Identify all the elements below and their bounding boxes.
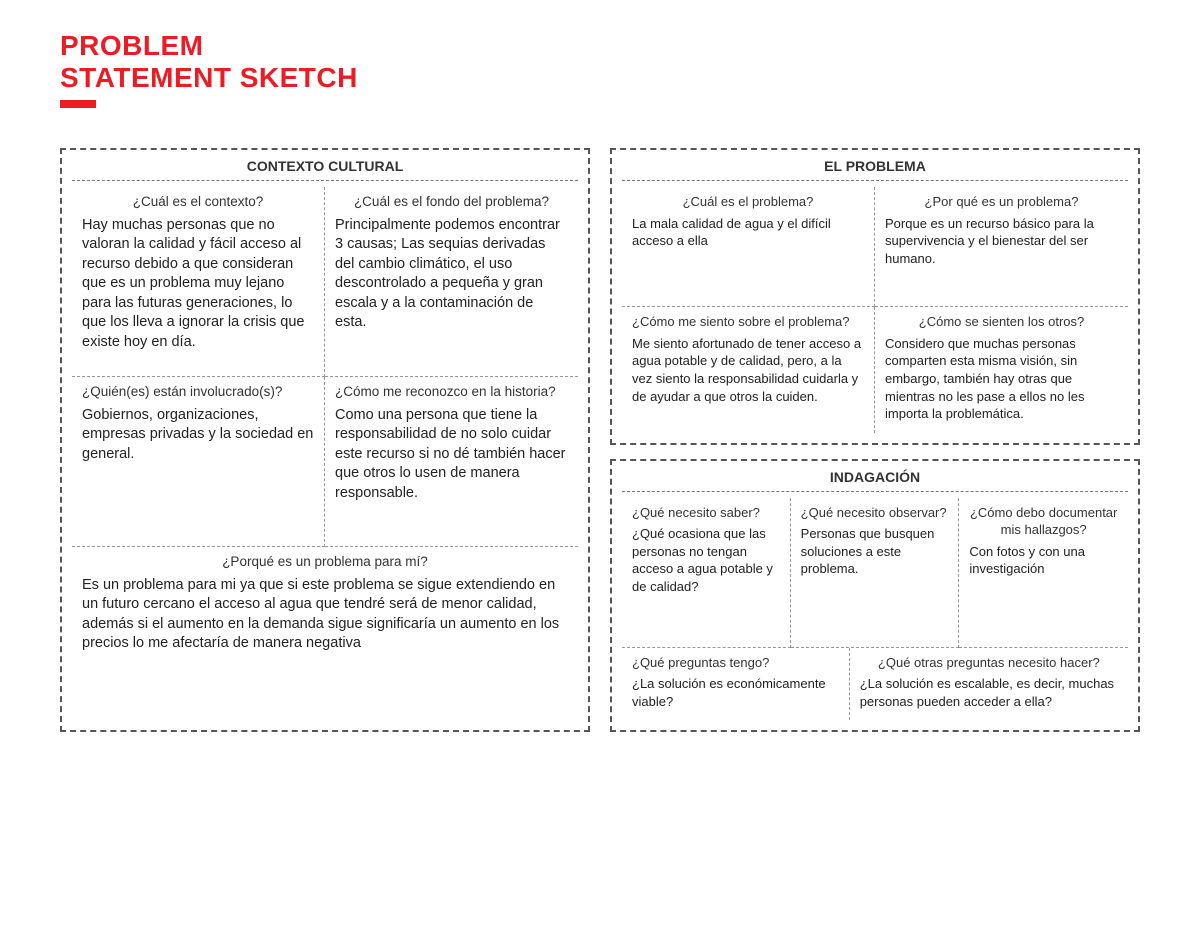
answer: Es un problema para mi ya que si este pr… xyxy=(82,576,568,654)
question: ¿Cuál es el fondo del problema? xyxy=(335,193,568,211)
cell-otras-preguntas: ¿Qué otras preguntas necesito hacer? ¿La… xyxy=(850,648,1128,721)
answer: ¿La solución es escalable, es decir, muc… xyxy=(860,675,1118,710)
panel-header: EL PROBLEMA xyxy=(622,158,1128,181)
cell-cual-problema: ¿Cuál es el problema? La mala calidad de… xyxy=(622,187,875,307)
indagacion-bottom-grid: ¿Qué preguntas tengo? ¿La solución es ec… xyxy=(622,648,1128,721)
question: ¿Cuál es el problema? xyxy=(632,193,864,211)
cell-reconozco: ¿Cómo me reconozco en la historia? Como … xyxy=(325,377,578,547)
title-line-2: STATEMENT SKETCH xyxy=(60,62,1140,94)
cell-como-sienten-otros: ¿Cómo se sienten los otros? Considero qu… xyxy=(875,307,1128,432)
cell-porque-problema: ¿Por qué es un problema? Porque es un re… xyxy=(875,187,1128,307)
cell-porque-problema-mi: ¿Porqué es un problema para mí? Es un pr… xyxy=(72,547,578,717)
title-line-1: PROBLEM xyxy=(60,30,1140,62)
cell-como-siento: ¿Cómo me siento sobre el problema? Me si… xyxy=(622,307,875,432)
answer: Principalmente podemos encontrar 3 causa… xyxy=(335,216,568,333)
answer: Como una persona que tiene la responsabi… xyxy=(335,406,568,504)
cell-documentar: ¿Cómo debo documentar mis hallazgos? Con… xyxy=(959,498,1128,648)
cell-fondo: ¿Cuál es el fondo del problema? Principa… xyxy=(325,187,578,377)
question: ¿Cuál es el contexto? xyxy=(82,193,314,211)
question: ¿Cómo me siento sobre el problema? xyxy=(632,313,864,331)
answer: ¿Qué ocasiona que las personas no tengan… xyxy=(632,525,780,595)
question: ¿Quién(es) están involucrado(s)? xyxy=(82,383,314,401)
question: ¿Cómo debo documentar mis hallazgos? xyxy=(969,504,1118,539)
question: ¿Porqué es un problema para mí? xyxy=(82,553,568,571)
right-column: EL PROBLEMA ¿Cuál es el problema? La mal… xyxy=(610,148,1140,732)
panel-el-problema: EL PROBLEMA ¿Cuál es el problema? La mal… xyxy=(610,148,1140,444)
answer: Hay muchas personas que no valoran la ca… xyxy=(82,216,314,353)
indagacion-top-grid: ¿Qué necesito saber? ¿Qué ocasiona que l… xyxy=(622,498,1128,648)
page-title: PROBLEM STATEMENT SKETCH xyxy=(60,30,1140,108)
question: ¿Cómo me reconozco en la historia? xyxy=(335,383,568,401)
answer: Con fotos y con una investigación xyxy=(969,543,1118,578)
question: ¿Qué necesito observar? xyxy=(801,504,949,522)
cell-necesito-observar: ¿Qué necesito observar? Personas que bus… xyxy=(791,498,960,648)
cell-necesito-saber: ¿Qué necesito saber? ¿Qué ocasiona que l… xyxy=(622,498,791,648)
contexto-grid: ¿Cuál es el contexto? Hay muchas persona… xyxy=(72,187,578,717)
panel-indagacion: INDAGACIÓN ¿Qué necesito saber? ¿Qué oca… xyxy=(610,459,1140,733)
answer: ¿La solución es económicamente viable? xyxy=(632,675,839,710)
answer: La mala calidad de agua y el difícil acc… xyxy=(632,215,864,250)
left-column: CONTEXTO CULTURAL ¿Cuál es el contexto? … xyxy=(60,148,590,732)
question: ¿Qué otras preguntas necesito hacer? xyxy=(860,654,1118,672)
panel-contexto-cultural: CONTEXTO CULTURAL ¿Cuál es el contexto? … xyxy=(60,148,590,732)
question: ¿Cómo se sienten los otros? xyxy=(885,313,1118,331)
question: ¿Qué preguntas tengo? xyxy=(632,654,839,672)
cell-contexto: ¿Cuál es el contexto? Hay muchas persona… xyxy=(72,187,325,377)
question: ¿Qué necesito saber? xyxy=(632,504,780,522)
panel-header: INDAGACIÓN xyxy=(622,469,1128,492)
problema-grid: ¿Cuál es el problema? La mala calidad de… xyxy=(622,187,1128,432)
cell-preguntas-tengo: ¿Qué preguntas tengo? ¿La solución es ec… xyxy=(622,648,850,721)
answer: Considero que muchas personas comparten … xyxy=(885,335,1118,423)
worksheet: CONTEXTO CULTURAL ¿Cuál es el contexto? … xyxy=(60,148,1140,732)
answer: Personas que busquen soluciones a este p… xyxy=(801,525,949,578)
title-underline xyxy=(60,100,96,108)
question: ¿Por qué es un problema? xyxy=(885,193,1118,211)
answer: Porque es un recurso básico para la supe… xyxy=(885,215,1118,268)
panel-header: CONTEXTO CULTURAL xyxy=(72,158,578,181)
cell-involucrados: ¿Quién(es) están involucrado(s)? Gobiern… xyxy=(72,377,325,547)
answer: Me siento afortunado de tener acceso a a… xyxy=(632,335,864,405)
answer: Gobiernos, organizaciones, empresas priv… xyxy=(82,406,314,465)
